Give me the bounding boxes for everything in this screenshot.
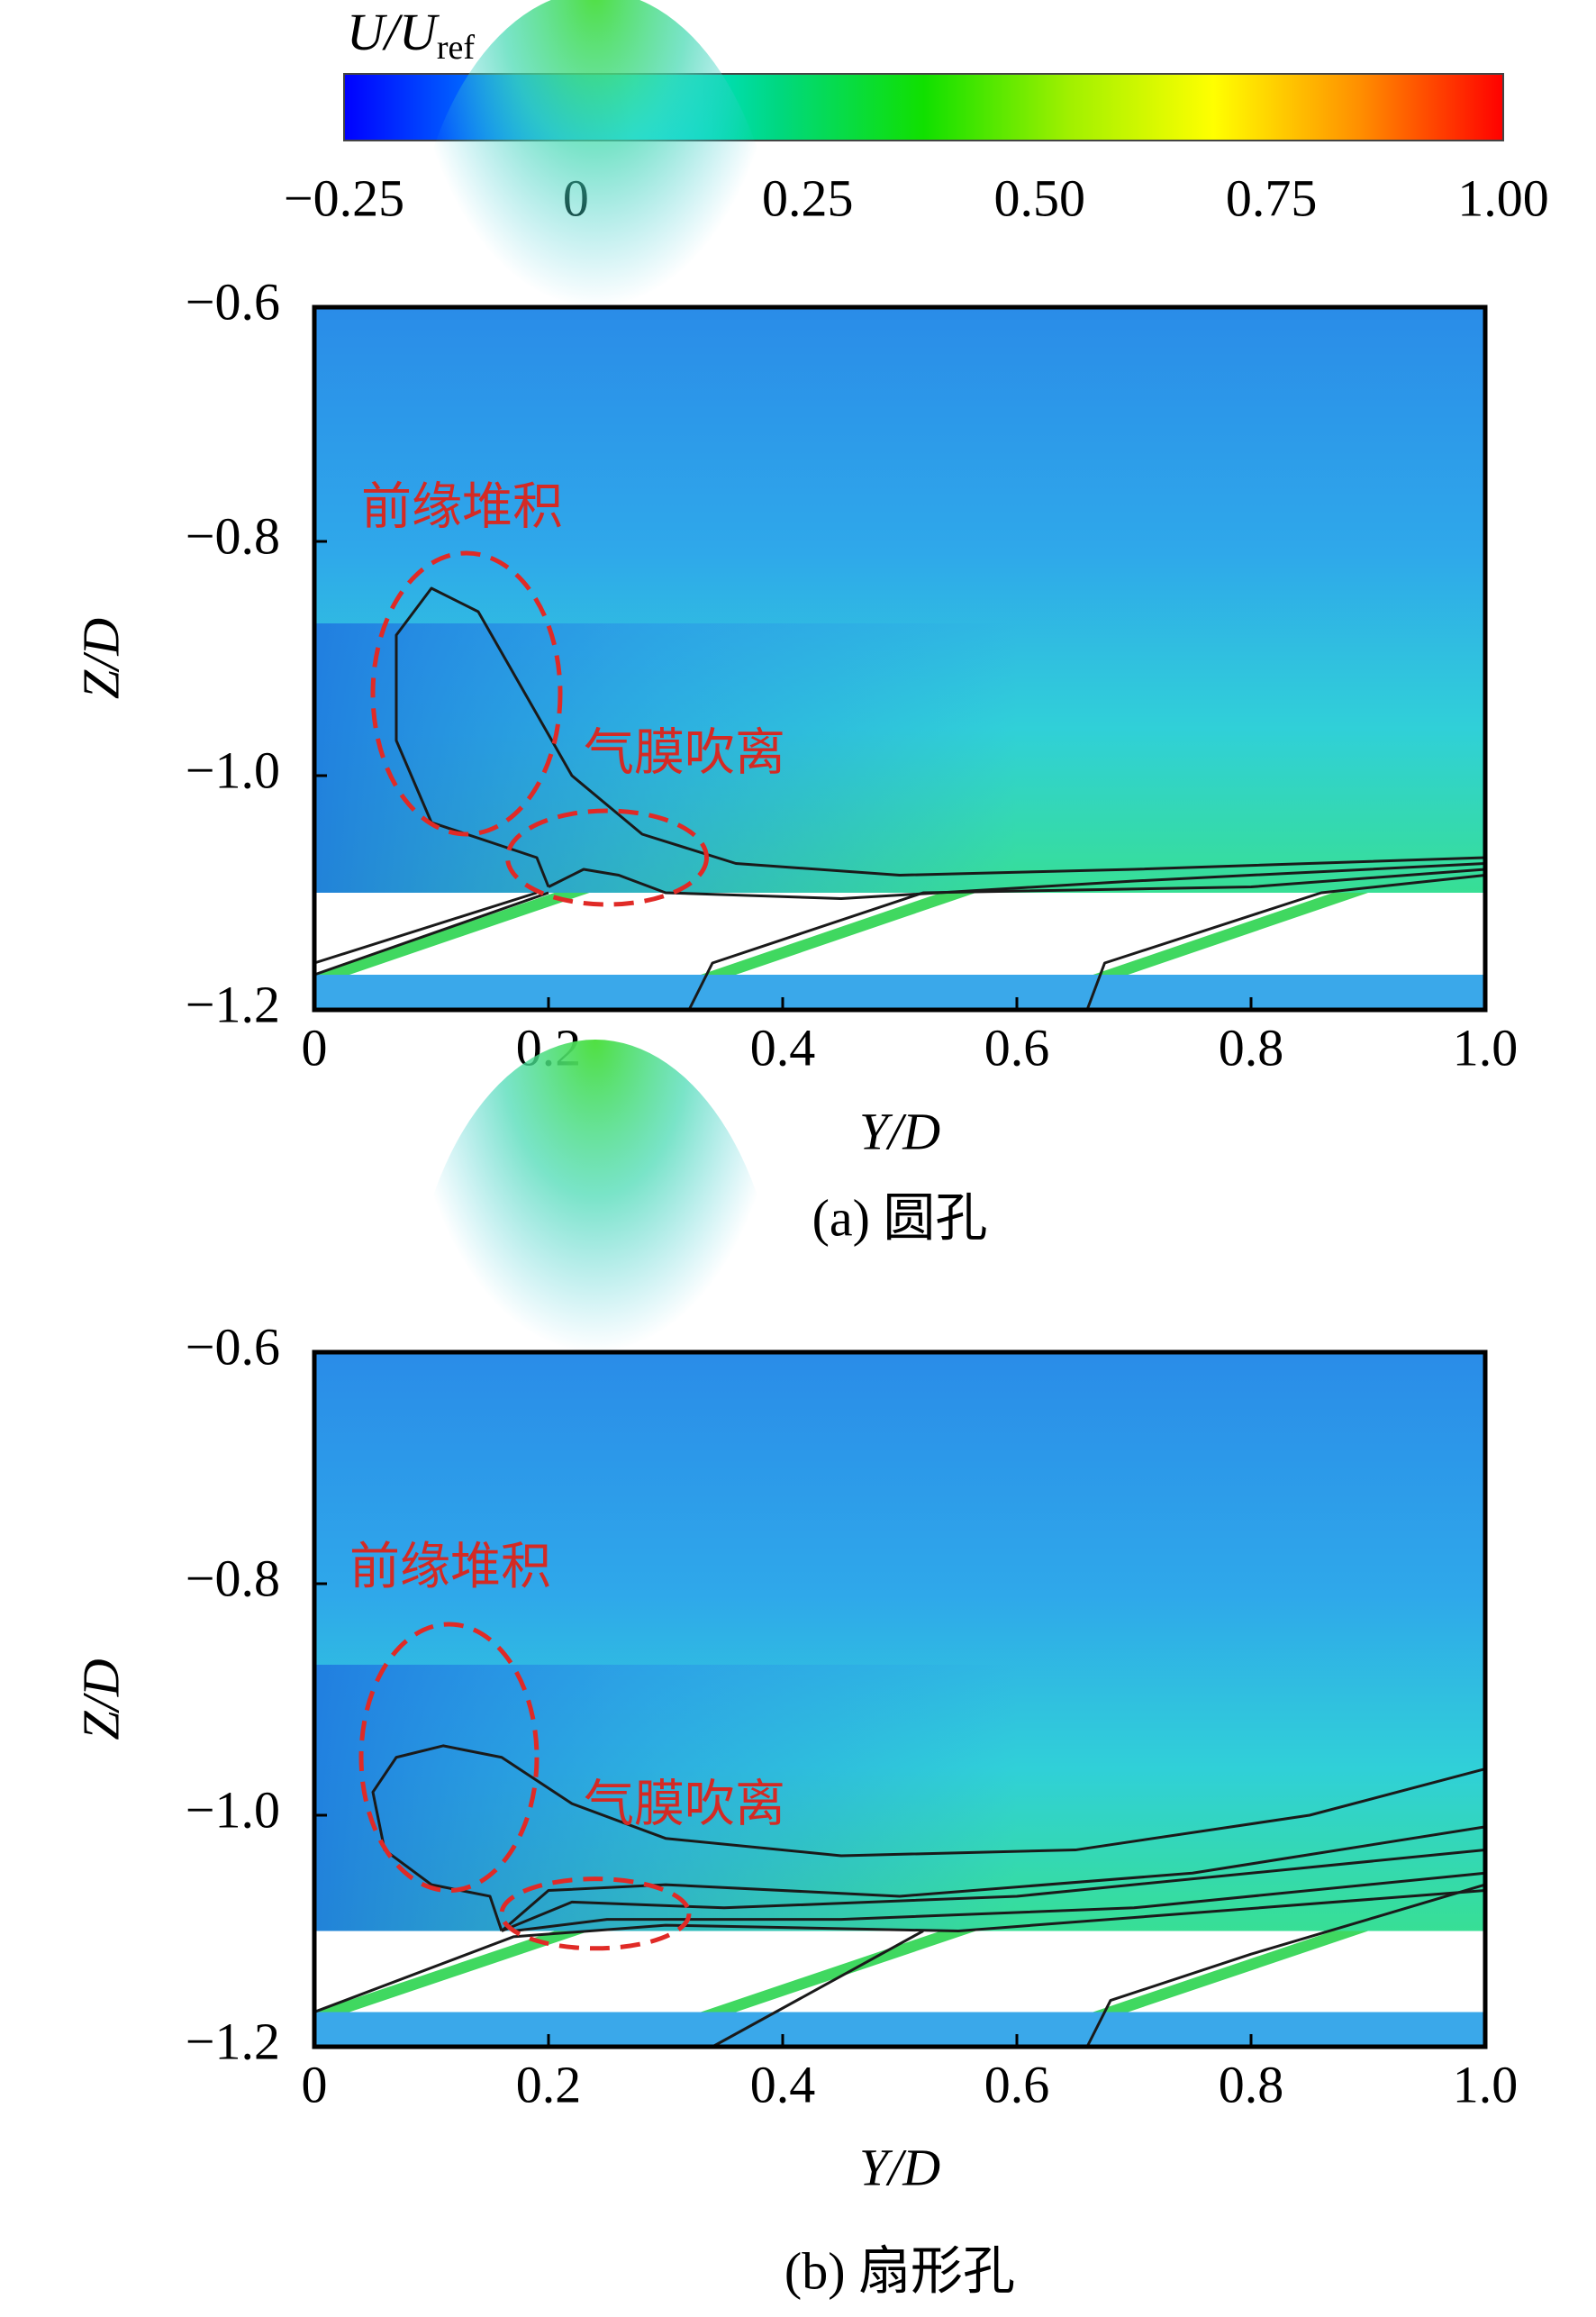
y-tick-label: −1.2 bbox=[186, 2012, 280, 2070]
jet bbox=[1093, 893, 1368, 975]
streamline bbox=[313, 1889, 1486, 2013]
plot-frame bbox=[312, 304, 1488, 1013]
highlight-ellipse bbox=[505, 808, 709, 907]
y-tick-label: −0.8 bbox=[186, 506, 280, 565]
x-tick-label: 0.6 bbox=[984, 2055, 1050, 2113]
highlight-ellipse bbox=[499, 1876, 692, 1951]
jet bbox=[701, 1931, 976, 2013]
contour-field bbox=[313, 0, 1486, 1011]
colorbar-title-sub: ref bbox=[437, 29, 476, 67]
x-tick-label: 0.8 bbox=[1219, 1018, 1284, 1077]
streamline bbox=[1085, 874, 1486, 1011]
streamline bbox=[371, 1744, 1486, 1931]
y-tick-label: −1.0 bbox=[186, 1780, 280, 1839]
x-tick-label: 0.8 bbox=[1219, 2055, 1284, 2113]
x-axis-label: Y/D bbox=[859, 2138, 940, 2196]
x-tick-label: 0 bbox=[302, 2055, 328, 2113]
y-tick-label: −1.0 bbox=[186, 741, 280, 799]
colorbar-title: U/Uref bbox=[347, 3, 475, 66]
streamline bbox=[501, 1825, 1486, 1932]
colorbar-tick-label: 0.25 bbox=[762, 168, 854, 227]
streamline bbox=[313, 891, 538, 965]
y-axis-label: Z/D bbox=[71, 1658, 130, 1740]
x-tick-label: 0.4 bbox=[750, 2055, 816, 2113]
annotation: 气膜吹离 bbox=[584, 1776, 785, 1832]
caption: (b) 扇形孔 bbox=[784, 2241, 1015, 2300]
y-tick-label: −0.8 bbox=[186, 1549, 280, 1607]
annotation: 气膜吹离 bbox=[584, 725, 785, 781]
highlight-ellipse bbox=[370, 550, 563, 837]
streamline bbox=[548, 862, 1486, 900]
x-tick-label: 0.2 bbox=[516, 2055, 582, 2113]
jet bbox=[701, 893, 976, 975]
streamline bbox=[512, 1871, 1486, 1932]
x-tick-label: 1.0 bbox=[1453, 2055, 1519, 2113]
colorbar-title-main: U/U bbox=[347, 3, 440, 61]
streamline bbox=[712, 1930, 924, 2049]
x-tick-label: 0.6 bbox=[984, 1018, 1050, 1077]
x-axis-label: Y/D bbox=[859, 1102, 940, 1160]
wall-gap bbox=[314, 1931, 1485, 2013]
x-tick-label: 1.0 bbox=[1453, 1018, 1519, 1077]
wall-gap bbox=[314, 893, 1485, 975]
jet bbox=[314, 893, 590, 975]
streamline bbox=[313, 891, 549, 977]
y-tick-label: −0.6 bbox=[186, 272, 280, 331]
wall-bottom bbox=[314, 2012, 1485, 2047]
colorbar-tick-label: 0.50 bbox=[993, 168, 1085, 227]
streamline bbox=[687, 868, 1486, 1011]
field-top-spot bbox=[408, 0, 783, 623]
x-tick-label: 0 bbox=[302, 1018, 328, 1077]
y-axis-label: Z/D bbox=[71, 618, 130, 699]
wall-bottom bbox=[314, 975, 1485, 1010]
highlight-ellipse bbox=[358, 1622, 540, 1894]
streamline bbox=[501, 1849, 1486, 1932]
colorbar-tick-label: 1.00 bbox=[1457, 168, 1549, 227]
jet bbox=[314, 1931, 590, 2013]
contour-field bbox=[313, 1040, 1486, 2049]
colorbar-tick-label: 0.75 bbox=[1226, 168, 1318, 227]
x-tick-label: 0.4 bbox=[750, 1018, 816, 1077]
streamline bbox=[394, 586, 1486, 888]
plot-frame bbox=[312, 1349, 1488, 2049]
annotation: 前缘堆积 bbox=[349, 1540, 551, 1595]
y-tick-label: −0.6 bbox=[186, 1317, 280, 1376]
streamline bbox=[1085, 1883, 1486, 2048]
jet bbox=[1093, 1931, 1368, 2013]
colorbar-tick-label: −0.25 bbox=[284, 168, 404, 227]
y-tick-label: −1.2 bbox=[186, 975, 280, 1033]
caption: (a) 圆孔 bbox=[812, 1188, 988, 1247]
annotation: 前缘堆积 bbox=[361, 479, 563, 535]
